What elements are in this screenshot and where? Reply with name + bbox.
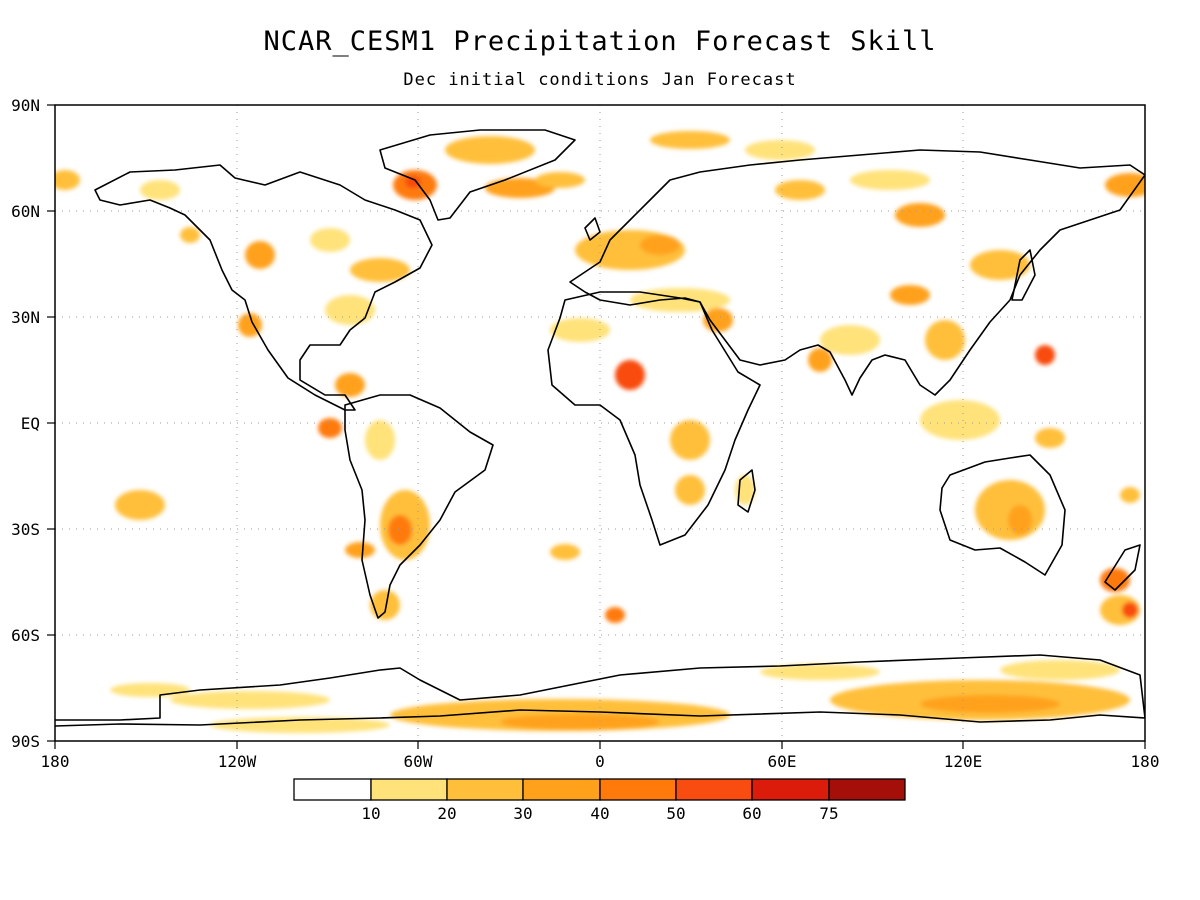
japan-outline: [1011, 249, 1036, 301]
colorbar-swatch-1: [370, 778, 448, 801]
colorbar-label-10: 10: [361, 804, 380, 823]
africa-outline: [547, 291, 761, 546]
colorbar-swatch-4: [599, 778, 677, 801]
tick-marks: [47, 104, 1146, 749]
madagascar-outline: [737, 469, 756, 513]
colorbar-label-60: 60: [742, 804, 761, 823]
british-isles-outline: [584, 217, 601, 241]
colorbar-label-75: 75: [819, 804, 838, 823]
lat-tick-labels: 90N 60N 30N EQ 30S 60S 90S: [11, 96, 40, 751]
colorbar-swatch-7: [828, 778, 906, 801]
lon-label-60w: 60W: [404, 752, 433, 771]
lon-label-60e: 60E: [768, 752, 797, 771]
graticule: [55, 105, 1145, 741]
colorbar-swatch-5: [675, 778, 753, 801]
colorbar-label-30: 30: [513, 804, 532, 823]
antarctica-outline: [55, 654, 1145, 727]
colorbar: 10 20 30 40 50 60 75: [293, 778, 906, 823]
lat-label-60n: 60N: [11, 202, 40, 221]
greenland-outline: [379, 129, 576, 221]
lat-label-30s: 30S: [11, 520, 40, 539]
lon-tick-labels: 180 120W 60W 0 60E 120E 180: [41, 752, 1160, 771]
lon-label-180w: 180: [41, 752, 70, 771]
eurasia-outline: [569, 149, 1145, 396]
colorbar-label-50: 50: [666, 804, 685, 823]
lat-label-30n: 30N: [11, 308, 40, 327]
map-title: NCAR_CESM1 Precipitation Forecast Skill: [263, 26, 937, 57]
lon-label-120w: 120W: [218, 752, 257, 771]
colorbar-swatch-2: [446, 778, 524, 801]
south-america-outline: [344, 394, 494, 619]
colorbar-label-20: 20: [437, 804, 456, 823]
colorbar-swatch-6: [751, 778, 830, 801]
coastlines: [55, 129, 1145, 727]
skill-shading: [55, 131, 1145, 733]
australia-outline: [939, 454, 1066, 576]
lat-label-90s: 90S: [11, 732, 40, 751]
colorbar-swatch-0: [293, 778, 372, 801]
north-america-outline: [94, 164, 433, 411]
lon-label-120e: 120E: [944, 752, 983, 771]
colorbar-label-40: 40: [590, 804, 609, 823]
lon-label-180e: 180: [1131, 752, 1160, 771]
lat-label-60s: 60S: [11, 626, 40, 645]
map-subtitle: Dec initial conditions Jan Forecast: [403, 70, 797, 90]
lon-label-0: 0: [595, 752, 605, 771]
lat-label-eq: EQ: [21, 414, 40, 433]
lat-label-90n: 90N: [11, 96, 40, 115]
new-zealand-outline: [1104, 544, 1141, 591]
colorbar-swatch-3: [522, 778, 601, 801]
